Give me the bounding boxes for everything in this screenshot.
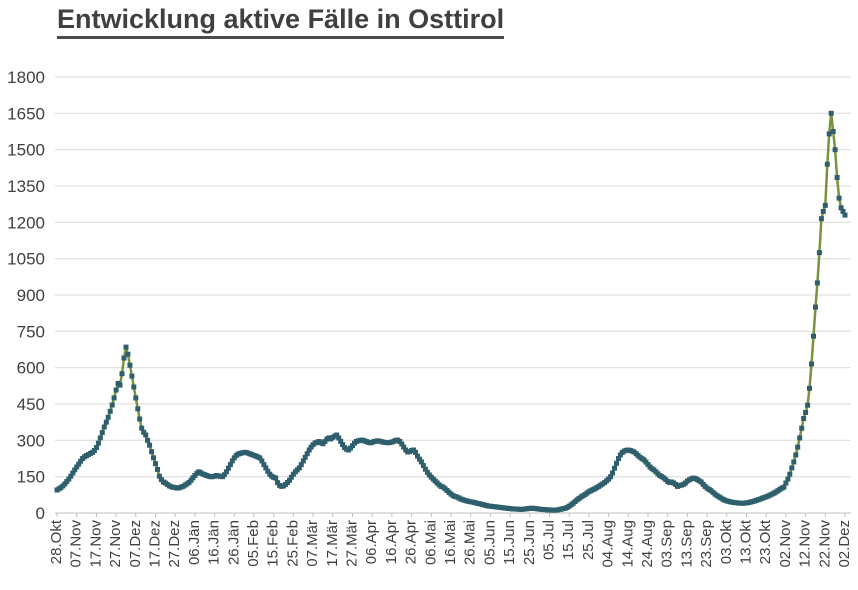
svg-text:450: 450: [17, 395, 45, 414]
svg-text:12.Nov: 12.Nov: [797, 520, 814, 568]
chart-title-text: Entwicklung aktive Fälle in Osttirol: [57, 4, 505, 39]
svg-text:23.Okt: 23.Okt: [757, 519, 774, 564]
svg-text:26.Apr: 26.Apr: [403, 520, 420, 564]
svg-text:13.Sep: 13.Sep: [678, 520, 695, 568]
svg-text:27.Dez: 27.Dez: [166, 520, 183, 568]
svg-text:17.Mär: 17.Mär: [324, 520, 341, 567]
svg-text:17.Dez: 17.Dez: [146, 520, 163, 568]
x-axis-labels: 28.Okt 07.Nov 17.Nov 27.Nov 07.Dez 17.Dez 27.D…: [48, 519, 853, 567]
svg-text:15.Feb: 15.Feb: [265, 520, 282, 567]
svg-text:600: 600: [17, 359, 45, 378]
svg-text:15.Jul: 15.Jul: [560, 520, 577, 560]
svg-text:150: 150: [17, 468, 45, 487]
svg-text:06.Mai: 06.Mai: [422, 520, 439, 565]
svg-text:05.Jun: 05.Jun: [481, 520, 498, 565]
svg-text:16.Apr: 16.Apr: [383, 520, 400, 564]
svg-text:04.Aug: 04.Aug: [600, 520, 617, 568]
svg-text:17.Nov: 17.Nov: [87, 520, 104, 568]
svg-text:05.Jul: 05.Jul: [540, 520, 557, 560]
svg-text:300: 300: [17, 431, 45, 450]
y-axis-labels: 0 150 300 450 600 750 900 1050 1200 1350 1500 1650 1…: [7, 68, 45, 523]
svg-text:27.Nov: 27.Nov: [107, 520, 124, 568]
svg-text:06.Jän: 06.Jän: [186, 520, 203, 565]
svg-text:1050: 1050: [7, 250, 45, 269]
svg-text:13.Okt: 13.Okt: [737, 519, 754, 564]
svg-text:06.Apr: 06.Apr: [363, 520, 380, 564]
svg-text:25.Jun: 25.Jun: [521, 520, 538, 565]
svg-text:16.Jän: 16.Jän: [206, 520, 223, 565]
svg-text:28.Okt: 28.Okt: [48, 519, 65, 564]
svg-text:1500: 1500: [7, 141, 45, 160]
svg-text:1200: 1200: [7, 213, 45, 232]
svg-text:15.Jun: 15.Jun: [501, 520, 518, 565]
svg-text:16.Mai: 16.Mai: [442, 520, 459, 565]
svg-text:23.Sep: 23.Sep: [698, 520, 715, 568]
svg-text:02.Dez: 02.Dez: [836, 520, 853, 568]
svg-text:07.Nov: 07.Nov: [68, 520, 85, 568]
svg-text:07.Dez: 07.Dez: [127, 520, 144, 568]
svg-text:26.Jän: 26.Jän: [225, 520, 242, 565]
chart-title: Entwicklung aktive Fälle in Osttirol: [57, 4, 505, 39]
svg-text:03.Okt: 03.Okt: [718, 519, 735, 564]
svg-text:1650: 1650: [7, 104, 45, 123]
svg-text:27.Mär: 27.Mär: [343, 520, 360, 567]
svg-text:0: 0: [36, 504, 45, 523]
svg-text:900: 900: [17, 286, 45, 305]
svg-text:25.Feb: 25.Feb: [284, 520, 301, 567]
svg-text:750: 750: [17, 322, 45, 341]
series-line: [55, 112, 847, 512]
svg-text:1350: 1350: [7, 177, 45, 196]
data-point-markers: [54, 110, 848, 513]
svg-text:02.Nov: 02.Nov: [777, 520, 794, 568]
svg-text:1800: 1800: [7, 68, 45, 87]
svg-text:26.Mai: 26.Mai: [462, 520, 479, 565]
svg-text:05.Feb: 05.Feb: [245, 520, 262, 567]
y-gridlines: [55, 76, 851, 514]
svg-text:14.Aug: 14.Aug: [619, 520, 636, 568]
svg-text:24.Aug: 24.Aug: [639, 520, 656, 568]
svg-text:22.Nov: 22.Nov: [816, 520, 833, 568]
svg-text:07.Mär: 07.Mär: [304, 520, 321, 567]
svg-text:03.Sep: 03.Sep: [659, 520, 676, 568]
x-tick-marks: [56, 513, 846, 517]
svg-text:25.Jul: 25.Jul: [580, 520, 597, 560]
